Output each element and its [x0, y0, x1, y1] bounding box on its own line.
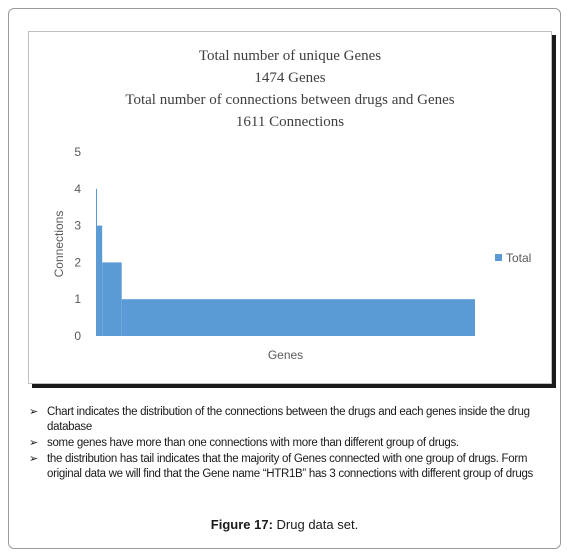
- arrow-bullet-icon: ➢: [29, 406, 38, 418]
- y-tick-label: 3: [74, 219, 81, 233]
- caption-label: Figure 17:: [210, 517, 273, 532]
- legend: Total: [495, 251, 531, 265]
- chart-panel: Total number of unique Genes 1474 Genes To…: [28, 31, 552, 384]
- legend-swatch-total: [495, 254, 502, 261]
- area-step: [96, 188, 98, 336]
- y-tick-labels: 0 1 2 3 4 5: [74, 145, 81, 343]
- y-tick-label: 2: [74, 255, 81, 269]
- legend-label-total: Total: [506, 251, 531, 265]
- note-text: the distribution has tail indicates that…: [47, 453, 533, 480]
- chart-title-line: Total number of connections between drug…: [125, 92, 454, 108]
- y-tick-label: 0: [74, 329, 81, 343]
- chart-title: Total number of unique Genes 1474 Genes To…: [125, 48, 454, 130]
- area-step: [97, 225, 103, 336]
- chart-title-line: Total number of unique Genes: [199, 48, 381, 64]
- y-tick-label: 1: [74, 292, 81, 306]
- area-step: [102, 262, 122, 336]
- note-item: ➢ Chart indicates the distribution of th…: [23, 405, 553, 435]
- y-axis-title: Connections: [52, 211, 66, 278]
- figure-caption: Figure 17: Drug data set.: [0, 517, 569, 532]
- x-axis-title: Genes: [268, 348, 303, 362]
- plot-area: [96, 188, 476, 336]
- chart-title-line: 1611 Connections: [236, 114, 344, 130]
- y-tick-label: 4: [74, 182, 81, 196]
- y-tick-label: 5: [74, 145, 81, 159]
- caption-text: Drug data set.: [272, 517, 359, 532]
- chart-title-line: 1474 Genes: [254, 70, 325, 86]
- note-text: Chart indicates the distribution of the …: [47, 406, 530, 433]
- note-text: some genes have more than one connection…: [47, 437, 459, 449]
- figure-frame: Total number of unique Genes 1474 Genes To…: [8, 8, 561, 549]
- arrow-bullet-icon: ➢: [29, 453, 38, 465]
- chart-svg: Total number of unique Genes 1474 Genes To…: [52, 48, 531, 362]
- area-step: [121, 299, 476, 336]
- notes-list: ➢ Chart indicates the distribution of th…: [23, 405, 553, 483]
- note-item: ➢ the distribution has tail indicates th…: [23, 452, 553, 482]
- arrow-bullet-icon: ➢: [29, 437, 38, 449]
- note-item: ➢ some genes have more than one connecti…: [23, 436, 553, 451]
